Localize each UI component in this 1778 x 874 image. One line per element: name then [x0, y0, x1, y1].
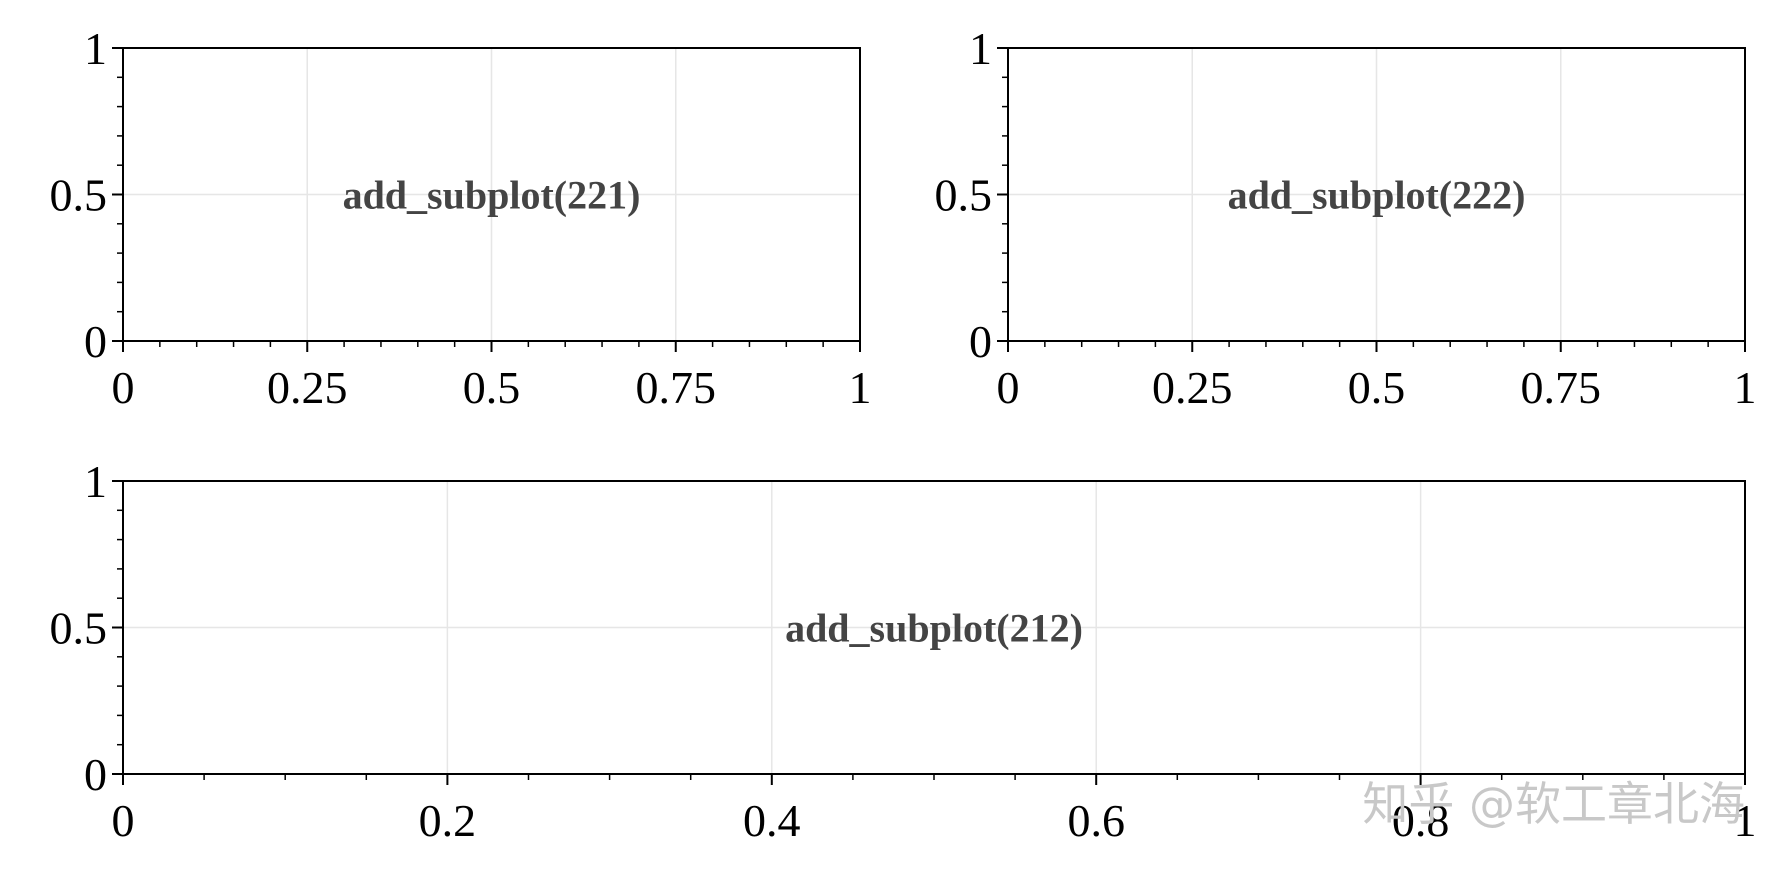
subplot-221: 0 0.25 0.5 0.75 1 0 0.5 1 add_subplot(221)	[50, 23, 872, 413]
x-tick-label: 1	[1734, 362, 1757, 413]
x-tick-label: 0.2	[419, 795, 477, 846]
x-tick-label: 0.25	[1152, 362, 1233, 413]
y-tick-label: 0.5	[50, 170, 108, 221]
x-tick-label: 0.4	[743, 795, 801, 846]
x-tick-label: 0	[112, 795, 135, 846]
subplot-annotation: add_subplot(212)	[785, 606, 1083, 651]
x-tick-label: 0.5	[1348, 362, 1406, 413]
y-tick-label: 0	[84, 749, 107, 800]
y-tick-label: 1	[84, 23, 107, 74]
y-tick-label: 0	[969, 316, 992, 367]
x-tick-label: 0.75	[636, 362, 717, 413]
x-tick-label: 0	[112, 362, 135, 413]
x-tick-label: 1	[849, 362, 872, 413]
y-tick-label: 1	[84, 456, 107, 507]
x-tick-label: 1	[1734, 795, 1757, 846]
x-tick-label: 0.75	[1521, 362, 1602, 413]
x-tick-label: 0.6	[1067, 795, 1125, 846]
watermark: 知乎 @软工章北海	[1362, 777, 1745, 831]
x-tick-label: 0	[997, 362, 1020, 413]
subplot-annotation: add_subplot(221)	[343, 173, 641, 218]
subplot-222: 0 0.25 0.5 0.75 1 0 0.5 1 add_subplot(222)	[935, 23, 1757, 413]
x-tick-label: 0.5	[463, 362, 521, 413]
subplot-annotation: add_subplot(222)	[1228, 173, 1526, 218]
y-tick-label: 0	[84, 316, 107, 367]
subplot-212: 0 0.2 0.4 0.6 0.8 1 0 0.5 1 add_subplot(212)	[50, 456, 1757, 846]
x-tick-label: 0.8	[1392, 795, 1450, 846]
y-tick-label: 0.5	[935, 170, 993, 221]
y-tick-label: 1	[969, 23, 992, 74]
y-tick-label: 0.5	[50, 603, 108, 654]
x-tick-label: 0.25	[267, 362, 348, 413]
